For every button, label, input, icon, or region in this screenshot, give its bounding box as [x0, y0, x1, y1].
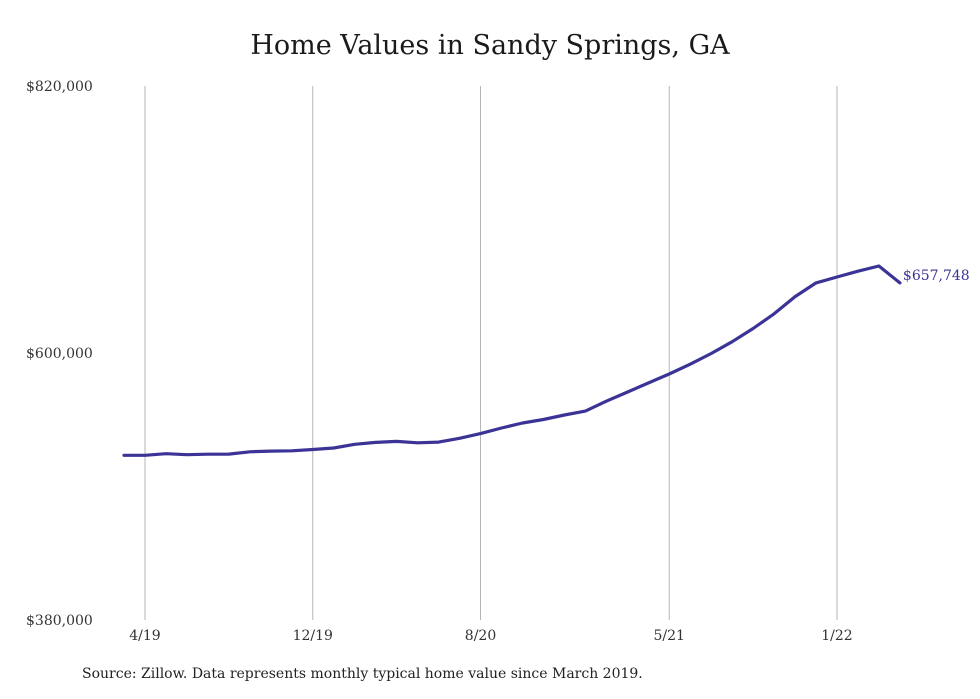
source-note: Source: Zillow. Data represents monthly … [82, 666, 643, 682]
x-tick-label: 8/20 [465, 628, 496, 644]
x-tick-label: 4/19 [129, 628, 160, 644]
x-tick-label: 12/19 [293, 628, 333, 644]
y-tick-label: $380,000 [26, 613, 93, 629]
end-value-label: $657,748 [903, 268, 970, 284]
x-tick-label: 5/21 [654, 628, 685, 644]
chart-title: Home Values in Sandy Springs, GA [250, 30, 730, 61]
x-tick-label: 1/22 [821, 628, 852, 644]
y-tick-label: $820,000 [26, 79, 93, 95]
series-line [122, 264, 902, 457]
y-tick-label: $600,000 [26, 346, 93, 362]
